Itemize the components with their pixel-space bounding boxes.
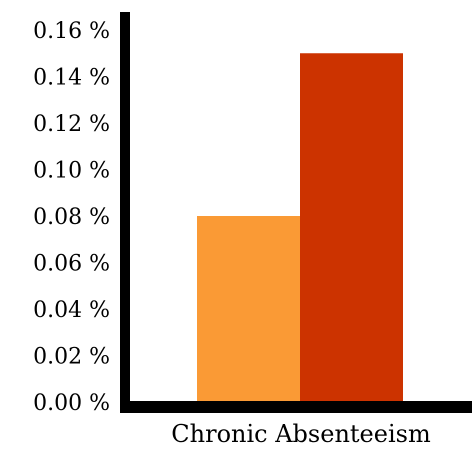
y-tick-label: 0.10 % <box>33 159 110 184</box>
y-axis-line <box>120 12 130 404</box>
x-axis-ticks: Chronic Absenteeism <box>171 420 431 448</box>
y-tick-label: 0.02 % <box>33 345 110 370</box>
bars-layer <box>197 53 403 402</box>
bar-series-2 <box>300 53 403 402</box>
y-tick-label: 0.08 % <box>33 205 110 230</box>
y-tick-label: 0.04 % <box>33 298 110 323</box>
y-tick-label: 0.06 % <box>33 252 110 277</box>
y-tick-label: 0.00 % <box>33 391 110 416</box>
bar-series-1 <box>197 216 300 402</box>
y-axis-ticks: 0.00 % 0.02 % 0.04 % 0.06 % 0.08 % 0.10 % 0.12… <box>33 19 110 416</box>
y-tick-label: 0.12 % <box>33 112 110 137</box>
x-tick-label: Chronic Absenteeism <box>171 420 431 448</box>
y-tick-label: 0.16 % <box>33 19 110 44</box>
y-tick-label: 0.14 % <box>33 66 110 91</box>
x-axis-line <box>120 401 472 413</box>
